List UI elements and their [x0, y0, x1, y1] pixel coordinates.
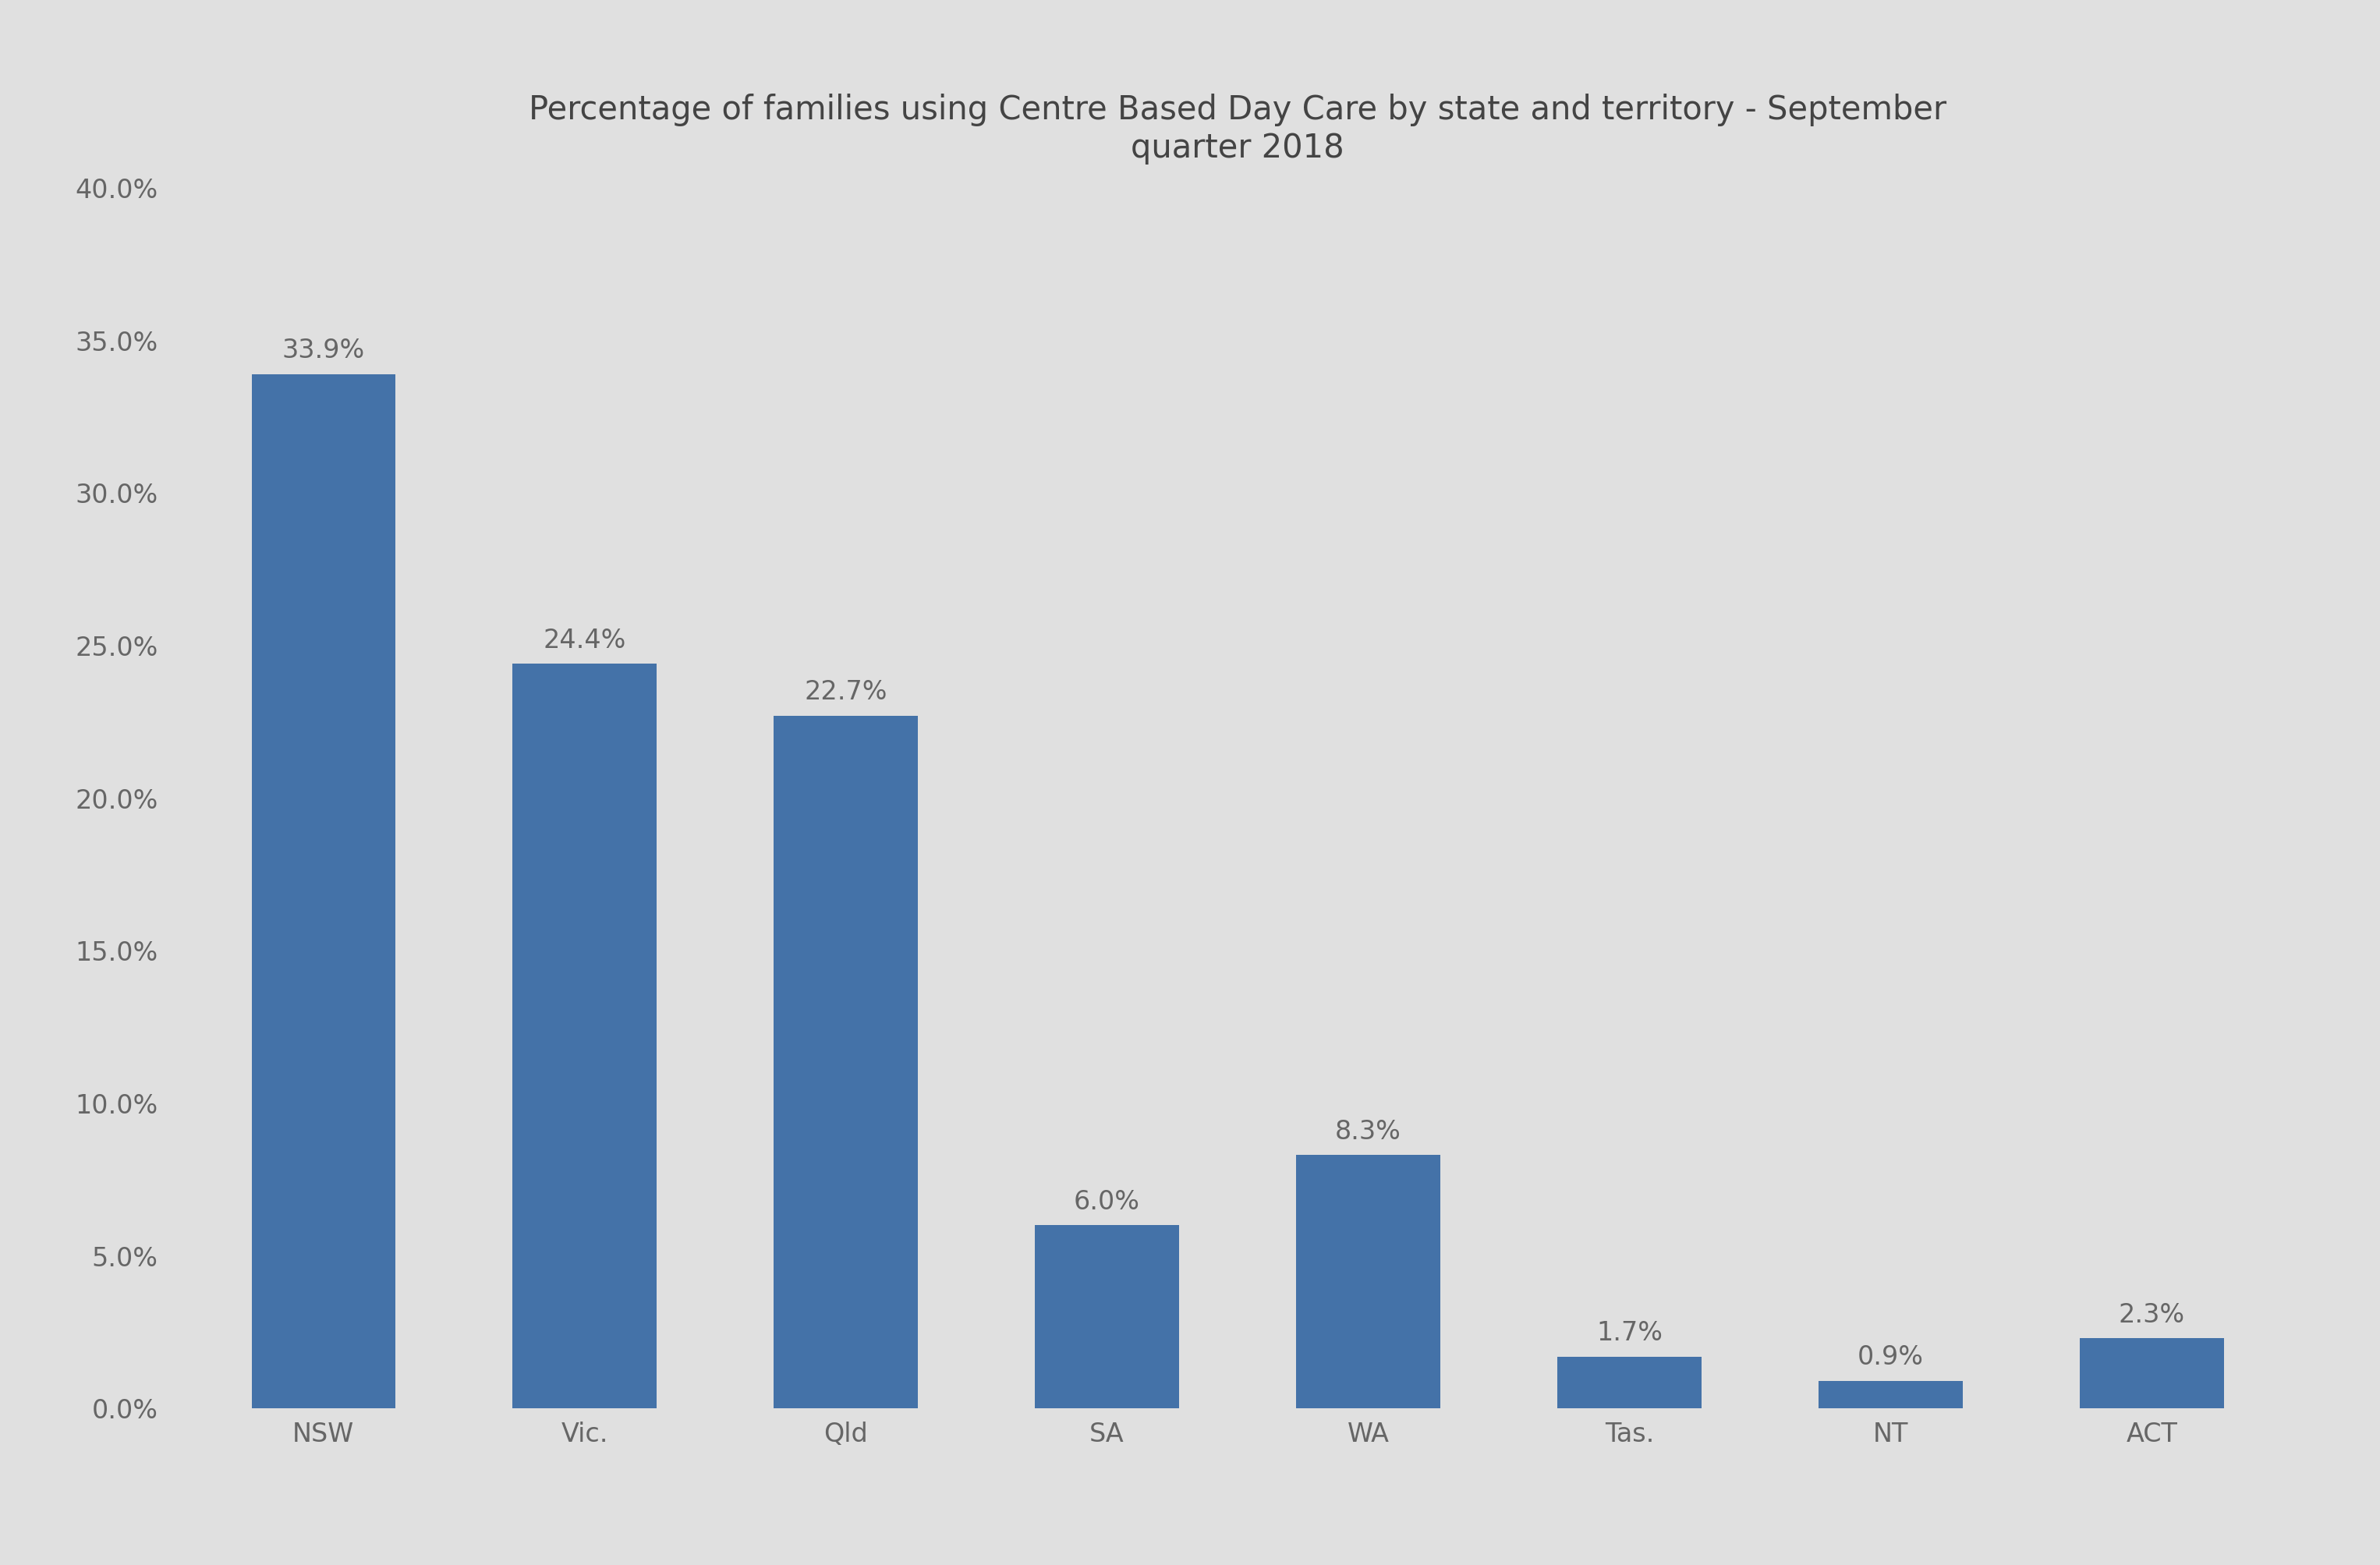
Title: Percentage of families using Centre Based Day Care by state and territory - Sept: Percentage of families using Centre Base… — [528, 94, 1947, 164]
Text: 22.7%: 22.7% — [804, 679, 888, 706]
Text: 2.3%: 2.3% — [2118, 1302, 2185, 1327]
Text: 6.0%: 6.0% — [1073, 1189, 1140, 1214]
Bar — [1035, 1225, 1178, 1408]
Text: 0.9%: 0.9% — [1856, 1344, 1923, 1371]
Bar — [1297, 1155, 1440, 1408]
Bar — [1557, 1357, 1702, 1408]
Bar — [512, 664, 657, 1409]
Text: 24.4%: 24.4% — [543, 628, 626, 653]
Bar — [1818, 1380, 1964, 1408]
Text: 8.3%: 8.3% — [1335, 1119, 1402, 1144]
Bar — [2080, 1338, 2223, 1408]
Text: 33.9%: 33.9% — [281, 338, 364, 363]
Bar — [774, 715, 919, 1409]
Text: 1.7%: 1.7% — [1597, 1321, 1664, 1346]
Bar — [252, 374, 395, 1408]
